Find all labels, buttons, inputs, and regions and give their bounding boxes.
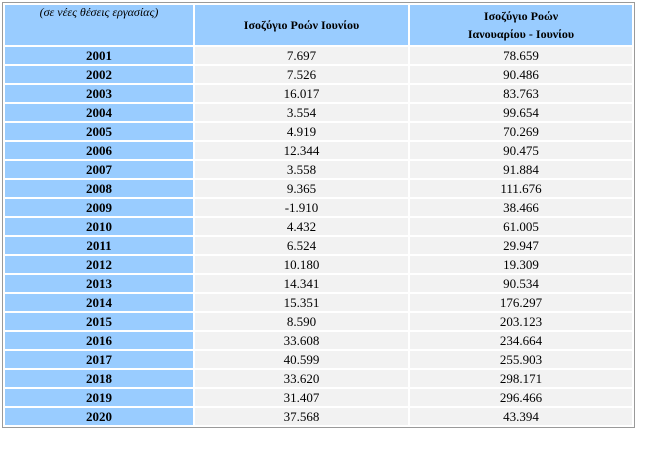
jan-june-balance-cell: 99.654 [410,104,632,121]
table-header-row: (σε νέες θέσεις εργασίας) Ισοζύγιο Ροών … [5,5,632,45]
year-cell: 2016 [5,332,193,349]
year-cell: 2006 [5,142,193,159]
table-row: 2009 -1.910 38.466 [5,199,632,216]
jan-june-balance-cell: 234.664 [410,332,632,349]
year-cell: 2014 [5,294,193,311]
jan-june-balance-cell: 91.884 [410,161,632,178]
june-balance-cell: 7.526 [195,66,408,83]
table-row: 2007 3.558 91.884 [5,161,632,178]
year-cell: 2018 [5,370,193,387]
table-row: 2016 33.608 234.664 [5,332,632,349]
year-cell: 2009 [5,199,193,216]
table-row: 2008 9.365 111.676 [5,180,632,197]
year-cell: 2017 [5,351,193,368]
june-balance-cell: 10.180 [195,256,408,273]
jan-june-balance-cell: 19.309 [410,256,632,273]
jan-june-balance-cell: 90.475 [410,142,632,159]
jan-june-balance-cell: 43.394 [410,408,632,425]
june-balance-cell: 7.697 [195,47,408,64]
jan-june-balance-cell: 90.486 [410,66,632,83]
year-cell: 2008 [5,180,193,197]
table-row: 2020 37.568 43.394 [5,408,632,425]
jan-june-balance-cell: 61.005 [410,218,632,235]
year-cell: 2020 [5,408,193,425]
table-row: 2019 31.407 296.466 [5,389,632,406]
table-row: 2018 33.620 298.171 [5,370,632,387]
jan-june-balance-cell: 176.297 [410,294,632,311]
june-balance-cell: -1.910 [195,199,408,216]
flows-balance-table: (σε νέες θέσεις εργασίας) Ισοζύγιο Ροών … [2,2,635,428]
year-cell: 2004 [5,104,193,121]
table-row: 2003 16.017 83.763 [5,85,632,102]
june-balance-cell: 40.599 [195,351,408,368]
june-balance-cell: 9.365 [195,180,408,197]
table-row: 2013 14.341 90.534 [5,275,632,292]
table-row: 2001 7.697 78.659 [5,47,632,64]
table-row: 2010 4.432 61.005 [5,218,632,235]
table-row: 2006 12.344 90.475 [5,142,632,159]
table-row: 2002 7.526 90.486 [5,66,632,83]
table-row: 2017 40.599 255.903 [5,351,632,368]
jan-june-balance-cell: 38.466 [410,199,632,216]
june-balance-cell: 3.558 [195,161,408,178]
june-balance-cell: 14.341 [195,275,408,292]
year-cell: 2001 [5,47,193,64]
table-row: 2015 8.590 203.123 [5,313,632,330]
year-cell: 2005 [5,123,193,140]
table-row: 2014 15.351 176.297 [5,294,632,311]
june-balance-cell: 15.351 [195,294,408,311]
june-balance-cell: 31.407 [195,389,408,406]
jan-june-balance-cell: 78.659 [410,47,632,64]
jan-june-balance-cell: 298.171 [410,370,632,387]
june-balance-cell: 3.554 [195,104,408,121]
jan-june-balance-header: Ισοζύγιο Ροών Ιανουαρίου - Ιουνίου [410,5,632,45]
year-cell: 2002 [5,66,193,83]
year-cell: 2003 [5,85,193,102]
jan-june-balance-cell: 70.269 [410,123,632,140]
jan-june-header-line-1: Ισοζύγιο Ροών [483,9,559,23]
year-cell: 2019 [5,389,193,406]
table-row: 2005 4.919 70.269 [5,123,632,140]
jan-june-balance-cell: 203.123 [410,313,632,330]
unit-note-header: (σε νέες θέσεις εργασίας) [5,5,193,45]
jan-june-header-line-2: Ιανουαρίου - Ιουνίου [467,27,575,41]
jan-june-balance-cell: 83.763 [410,85,632,102]
year-cell: 2012 [5,256,193,273]
june-balance-cell: 6.524 [195,237,408,254]
jan-june-balance-cell: 255.903 [410,351,632,368]
june-balance-cell: 4.432 [195,218,408,235]
table-row: 2011 6.524 29.947 [5,237,632,254]
june-balance-header: Ισοζύγιο Ροών Ιουνίου [195,5,408,45]
table-row: 2004 3.554 99.654 [5,104,632,121]
jan-june-balance-cell: 29.947 [410,237,632,254]
june-balance-cell: 33.608 [195,332,408,349]
june-balance-cell: 4.919 [195,123,408,140]
year-cell: 2010 [5,218,193,235]
table-row: 2012 10.180 19.309 [5,256,632,273]
june-balance-cell: 33.620 [195,370,408,387]
year-cell: 2013 [5,275,193,292]
jan-june-balance-cell: 111.676 [410,180,632,197]
june-balance-cell: 37.568 [195,408,408,425]
jan-june-balance-cell: 296.466 [410,389,632,406]
year-cell: 2011 [5,237,193,254]
june-balance-cell: 8.590 [195,313,408,330]
jan-june-balance-cell: 90.534 [410,275,632,292]
year-cell: 2015 [5,313,193,330]
table-body: 2001 7.697 78.659 2002 7.526 90.486 2003 16.017… [5,47,632,425]
june-balance-cell: 16.017 [195,85,408,102]
year-cell: 2007 [5,161,193,178]
june-balance-cell: 12.344 [195,142,408,159]
